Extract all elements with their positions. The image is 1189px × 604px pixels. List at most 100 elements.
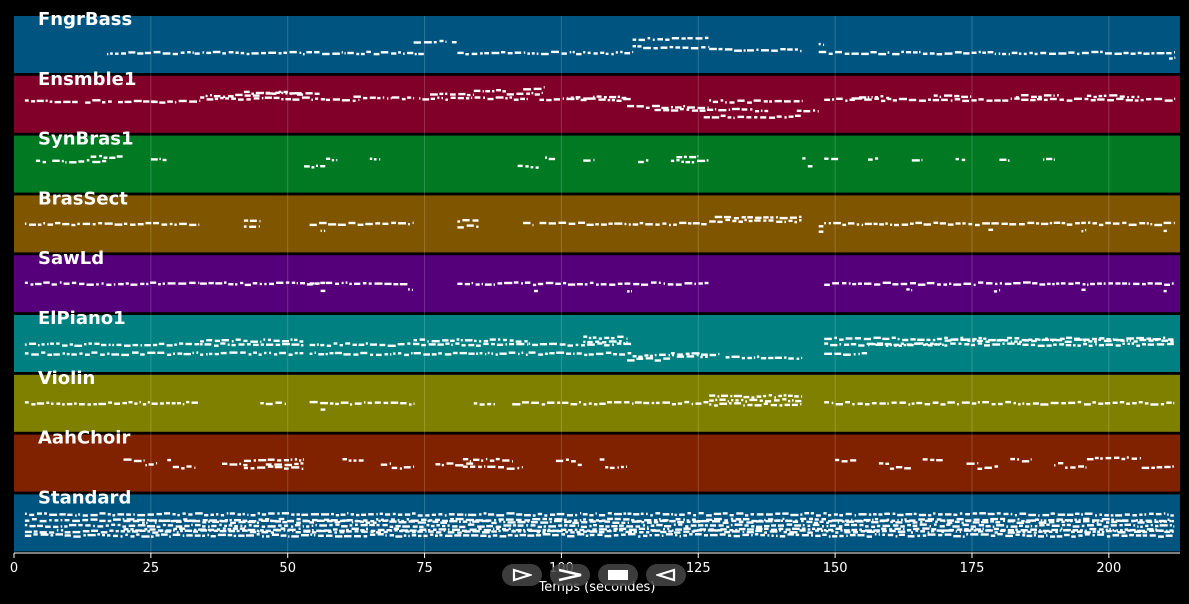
note bbox=[1084, 531, 1091, 534]
note bbox=[910, 531, 913, 534]
note bbox=[413, 339, 417, 342]
note bbox=[944, 94, 953, 97]
note bbox=[202, 525, 206, 528]
note bbox=[611, 98, 615, 102]
note bbox=[71, 223, 76, 227]
note bbox=[982, 51, 986, 54]
note bbox=[633, 530, 637, 534]
note bbox=[770, 528, 777, 531]
note bbox=[111, 523, 116, 526]
note bbox=[537, 282, 544, 286]
note bbox=[1021, 338, 1026, 342]
note bbox=[1057, 94, 1059, 97]
note bbox=[442, 524, 446, 528]
note bbox=[1010, 340, 1013, 343]
note bbox=[236, 529, 240, 533]
note bbox=[675, 518, 681, 521]
note bbox=[902, 527, 905, 531]
note bbox=[881, 527, 887, 530]
note bbox=[675, 283, 682, 286]
note bbox=[209, 519, 217, 522]
note bbox=[482, 531, 490, 534]
note bbox=[900, 525, 905, 528]
note bbox=[1081, 230, 1084, 233]
note bbox=[714, 517, 722, 521]
note bbox=[593, 52, 598, 55]
note bbox=[1018, 403, 1021, 406]
note bbox=[280, 527, 286, 530]
note bbox=[763, 219, 767, 222]
note bbox=[866, 519, 870, 523]
note bbox=[1047, 282, 1051, 286]
note bbox=[280, 534, 287, 537]
note bbox=[831, 519, 836, 522]
note bbox=[341, 525, 348, 528]
note bbox=[466, 224, 474, 227]
note bbox=[911, 159, 920, 162]
note bbox=[1159, 519, 1166, 523]
note bbox=[859, 523, 864, 527]
note bbox=[334, 520, 341, 524]
note bbox=[977, 342, 983, 345]
note bbox=[98, 222, 103, 225]
note bbox=[498, 338, 501, 341]
note bbox=[745, 400, 748, 403]
note bbox=[292, 529, 294, 533]
note bbox=[266, 343, 274, 346]
note bbox=[597, 533, 603, 536]
note bbox=[846, 520, 855, 523]
note bbox=[285, 281, 290, 284]
note bbox=[747, 528, 754, 531]
note bbox=[1117, 531, 1126, 534]
note bbox=[593, 158, 595, 162]
stop-button[interactable] bbox=[598, 564, 638, 586]
note bbox=[296, 521, 301, 524]
note bbox=[1087, 524, 1094, 527]
note bbox=[347, 512, 349, 515]
note bbox=[596, 352, 604, 356]
note bbox=[1002, 342, 1005, 345]
note bbox=[159, 157, 161, 161]
note bbox=[1075, 281, 1080, 285]
note bbox=[853, 353, 856, 356]
play-button[interactable] bbox=[502, 564, 542, 586]
note bbox=[1022, 531, 1026, 534]
note bbox=[953, 283, 962, 286]
note bbox=[972, 338, 977, 341]
rewind-button[interactable] bbox=[646, 564, 686, 586]
note bbox=[750, 513, 754, 516]
note bbox=[390, 401, 399, 404]
note bbox=[724, 519, 728, 522]
note bbox=[659, 353, 666, 356]
note bbox=[1036, 98, 1042, 101]
note bbox=[1084, 529, 1087, 532]
note bbox=[691, 161, 695, 164]
note bbox=[638, 38, 645, 42]
note bbox=[267, 525, 276, 528]
note bbox=[1096, 523, 1102, 526]
note bbox=[870, 51, 877, 54]
note bbox=[536, 52, 539, 55]
note bbox=[316, 529, 322, 532]
note bbox=[887, 51, 890, 54]
note bbox=[169, 222, 173, 226]
note bbox=[943, 283, 948, 286]
note bbox=[1155, 338, 1159, 342]
note bbox=[534, 289, 538, 293]
fast-forward-button[interactable] bbox=[550, 564, 590, 586]
note bbox=[523, 221, 531, 225]
note bbox=[815, 534, 821, 538]
note bbox=[227, 528, 232, 531]
note bbox=[690, 524, 697, 527]
note bbox=[978, 50, 981, 54]
note bbox=[1043, 519, 1047, 522]
note bbox=[421, 518, 427, 521]
note bbox=[801, 356, 803, 360]
note bbox=[907, 535, 915, 538]
note bbox=[824, 222, 826, 225]
note bbox=[868, 158, 873, 161]
note bbox=[1048, 530, 1053, 533]
note bbox=[715, 529, 718, 532]
note bbox=[638, 160, 644, 164]
note bbox=[1007, 159, 1010, 162]
